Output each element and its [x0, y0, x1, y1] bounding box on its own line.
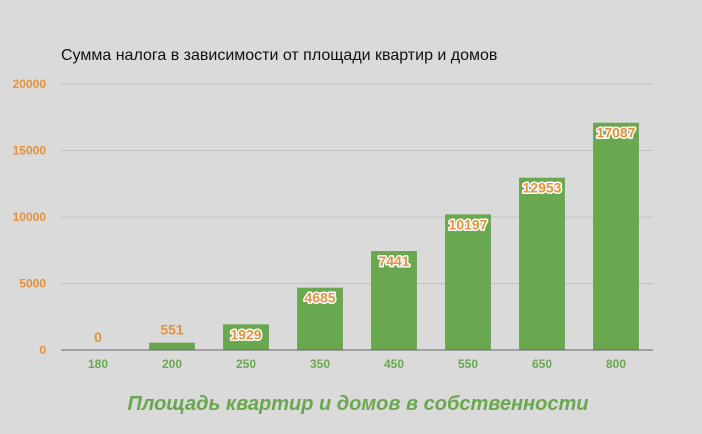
data-labels: 0 551 1929 4685 7441 10197 12953 17087 — [94, 123, 637, 345]
bar — [297, 287, 343, 350]
bar — [149, 342, 195, 350]
bar — [445, 214, 491, 350]
data-label: 12953 — [523, 180, 562, 196]
x-tick-label: 350 — [310, 357, 330, 371]
x-axis-label: Площадь квартир и домов в собственности — [128, 393, 589, 415]
x-tick-label: 650 — [532, 357, 552, 371]
bar — [519, 177, 565, 350]
bars — [149, 122, 639, 351]
y-tick-label: 10000 — [13, 210, 47, 224]
y-tick-label: 5000 — [19, 277, 46, 291]
y-axis-ticks: 0 5000 10000 15000 20000 — [13, 77, 47, 357]
data-label: 1929 — [230, 326, 261, 342]
y-tick-label: 0 — [39, 343, 46, 357]
x-tick-label: 200 — [162, 357, 182, 371]
data-label: 7441 — [378, 253, 409, 269]
x-tick-label: 800 — [606, 357, 626, 371]
x-tick-label: 550 — [458, 357, 478, 371]
x-tick-label: 180 — [88, 357, 108, 371]
y-tick-label: 20000 — [13, 77, 47, 91]
chart-title: Сумма налога в зависимости от площади кв… — [61, 47, 497, 64]
x-tick-label: 450 — [384, 357, 404, 371]
data-label: 17087 — [597, 125, 636, 141]
bar — [371, 251, 417, 350]
bar — [593, 122, 639, 351]
data-label: 0 — [94, 329, 102, 345]
x-axis-ticks: 180 200 250 350 450 550 650 800 — [88, 357, 626, 371]
data-label: 4685 — [304, 290, 335, 306]
x-tick-label: 250 — [236, 357, 256, 371]
y-tick-label: 15000 — [13, 144, 47, 158]
data-label: 10197 — [449, 216, 488, 232]
bar — [223, 324, 269, 350]
data-label: 551 — [160, 322, 184, 338]
